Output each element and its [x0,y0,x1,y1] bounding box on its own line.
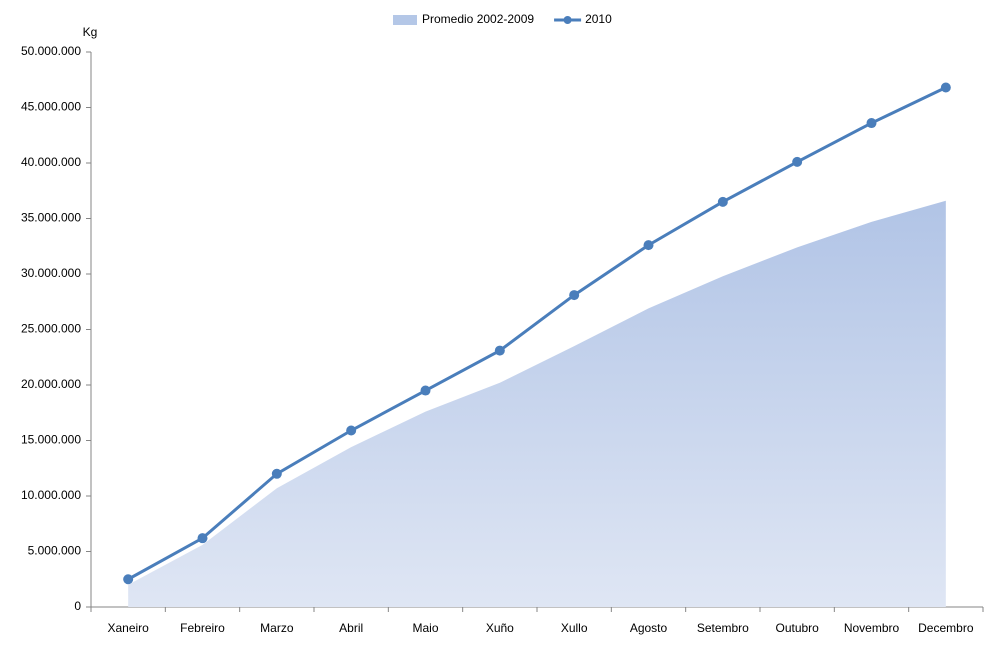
y-tick-label: 15.000.000 [21,433,81,447]
marker [197,533,208,544]
x-tick-label: Decembro [918,621,974,635]
marker [792,156,803,167]
y-tick-label: 40.000.000 [21,155,81,169]
x-tick-label: Xuño [486,621,514,635]
marker [866,118,877,129]
marker [123,574,134,585]
marker [569,290,580,301]
x-tick-label: Febreiro [180,621,225,635]
area [128,200,946,608]
x-tick-label: Maio [412,621,438,635]
y-tick-label: 35.000.000 [21,211,81,225]
y-tick-label: 5.000.000 [28,544,82,558]
line [127,86,947,581]
y-tick-label: 45.000.000 [21,100,81,114]
legend-label: Promedio 2002-2009 [422,12,534,26]
x-tick-label: Marzo [260,621,294,635]
y-tick-label: 30.000.000 [21,266,81,280]
marker [271,468,282,479]
legend-marker [563,16,572,24]
x-tick-label: Setembro [697,621,749,635]
x-tick-label: Outubro [775,621,819,635]
x-tick-label: Novembro [844,621,900,635]
marker [420,385,431,396]
y-tick-label: 0 [74,599,81,613]
x-tick-label: Abril [339,621,363,635]
legend-swatch [393,15,417,25]
y-tick-label: 10.000.000 [21,488,81,502]
marker [494,345,505,356]
marker [346,425,357,436]
x-tick-label: Agosto [630,621,668,635]
marker [717,196,728,207]
y-tick-label: 25.000.000 [21,322,81,336]
x-tick-label: Xaneiro [107,621,149,635]
marker [940,82,951,93]
x-tick-label: Xullo [561,621,588,635]
marker [643,240,654,251]
y-tick-label: 20.000.000 [21,377,81,391]
y-axis-label: Kg [83,25,98,39]
legend-label: 2010 [585,12,612,26]
y-tick-label: 50.000.000 [21,44,81,58]
